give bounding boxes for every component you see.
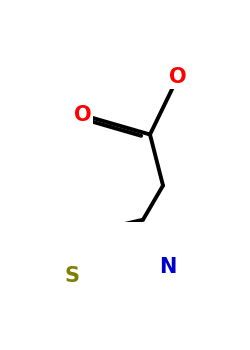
- Text: N: N: [159, 257, 177, 276]
- Text: O: O: [169, 67, 187, 87]
- Text: S: S: [64, 266, 80, 286]
- Text: O: O: [74, 105, 92, 125]
